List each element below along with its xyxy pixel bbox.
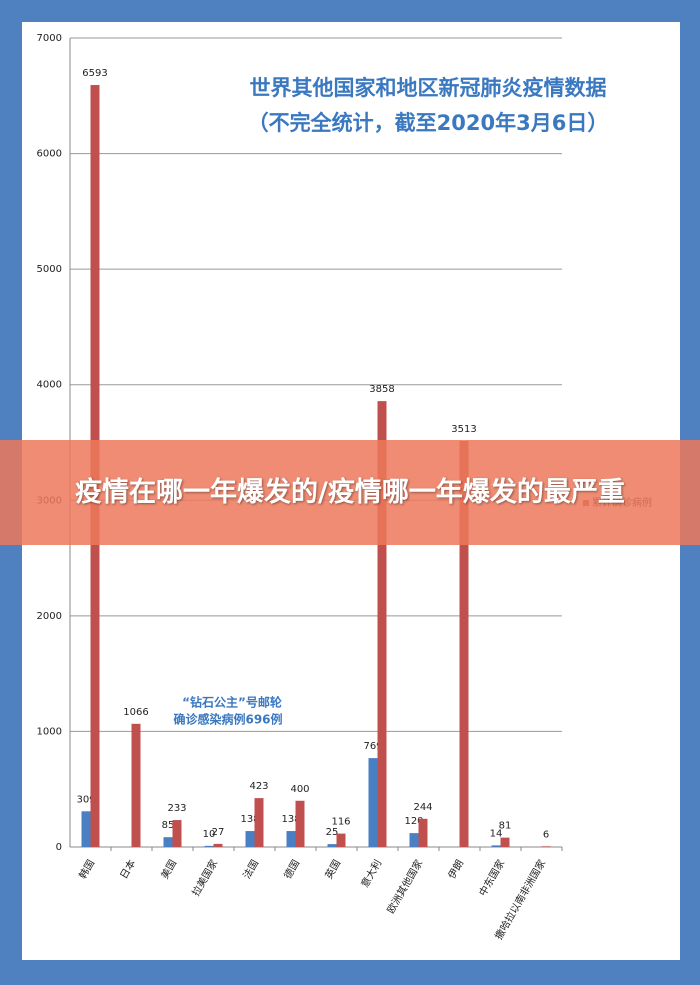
bar	[81, 811, 91, 847]
annotation: 确诊感染病例696例	[173, 712, 282, 727]
data-label: 233	[167, 803, 186, 814]
x-tick-label: 韩国	[76, 857, 97, 881]
bar	[418, 818, 428, 847]
bar	[245, 831, 255, 847]
bar	[368, 758, 378, 847]
data-label: 6593	[82, 68, 107, 79]
bar	[163, 837, 173, 847]
data-label: 138	[281, 814, 300, 825]
y-tick-label: 7000	[37, 33, 62, 44]
bar	[295, 800, 305, 847]
bar	[541, 846, 551, 847]
x-tick-label: 伊朗	[446, 858, 466, 881]
data-label: 14	[490, 828, 503, 839]
data-label: 85	[162, 820, 175, 831]
y-tick-label: 0	[56, 842, 62, 853]
x-tick-label: 德国	[281, 857, 302, 881]
banner: 疫情在哪一年爆发的/疫情哪一年爆发的最严重	[0, 440, 700, 545]
y-tick-label: 4000	[37, 380, 62, 391]
data-label: 309	[76, 794, 95, 805]
data-label: 3513	[451, 424, 476, 435]
annotation: “钻石公主”号邮轮	[182, 695, 283, 710]
bar	[213, 843, 223, 847]
bar	[172, 820, 182, 847]
x-tick-label: 英国	[322, 857, 343, 881]
bar	[204, 845, 214, 847]
data-label: 116	[331, 817, 350, 828]
x-tick-label: 拉美国家	[189, 857, 220, 898]
bar	[491, 845, 501, 847]
data-label: 400	[290, 784, 309, 795]
data-label: 81	[499, 821, 512, 832]
data-label: 6	[543, 829, 549, 840]
data-label: 1066	[123, 707, 148, 718]
bar	[131, 723, 141, 847]
x-tick-label: 中东国家	[476, 857, 507, 898]
bar	[286, 831, 296, 847]
x-tick-label: 欧洲其他国家	[384, 857, 425, 915]
data-label: 120	[404, 816, 423, 827]
data-label: 3858	[369, 384, 394, 395]
data-label: 25	[326, 827, 339, 838]
data-label: 27	[212, 827, 225, 838]
data-label: 10	[203, 829, 216, 840]
bar	[327, 844, 337, 847]
bar	[500, 837, 510, 847]
bar	[254, 798, 264, 847]
data-label: 244	[413, 802, 432, 813]
bar	[377, 401, 387, 847]
y-tick-label: 1000	[37, 726, 62, 737]
banner-text: 疫情在哪一年爆发的/疫情哪一年爆发的最严重	[75, 476, 625, 508]
data-label: 423	[249, 781, 268, 792]
chart-title: 世界其他国家和地区新冠肺炎疫情数据	[250, 76, 607, 100]
data-label: 138	[240, 814, 259, 825]
bar	[409, 833, 419, 847]
data-label: 769	[363, 741, 382, 752]
bar	[459, 440, 469, 847]
y-tick-label: 2000	[37, 611, 62, 622]
chart-subtitle: （不完全统计，截至2020年3月6日）	[248, 111, 609, 135]
x-tick-label: 法国	[240, 857, 261, 881]
x-tick-label: 美国	[158, 857, 179, 881]
x-tick-label: 日本	[117, 857, 138, 881]
y-tick-label: 6000	[37, 149, 62, 160]
bar	[336, 833, 346, 847]
y-tick-label: 5000	[37, 264, 62, 275]
x-tick-label: 意大利	[358, 857, 384, 889]
